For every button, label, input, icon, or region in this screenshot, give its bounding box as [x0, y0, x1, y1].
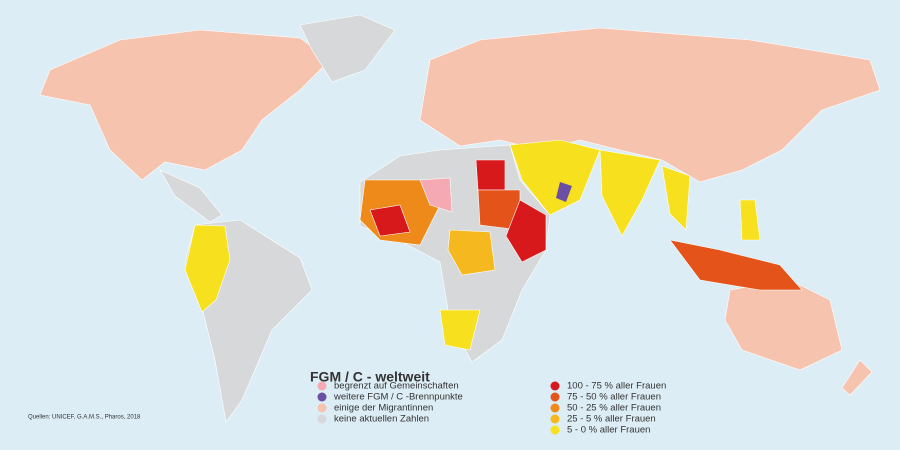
landmasses	[39, 14, 881, 423]
india	[599, 149, 661, 237]
north-america	[39, 29, 331, 181]
source: Quellen: UNICEF, G.A.M.S., Pharos, 2018	[28, 415, 141, 421]
legend-label: 50 - 25 % aller Frauen	[567, 403, 661, 414]
legend-label: keine aktuellen Zahlen	[334, 414, 429, 425]
legend-label: 25 - 5 % aller Frauen	[567, 414, 656, 425]
legend-label: 75 - 50 % aller Frauen	[567, 392, 661, 403]
legend-swatch	[317, 392, 327, 402]
southern-africa	[439, 309, 481, 351]
legend-label: einige der Migrantinnen	[334, 403, 433, 414]
southeast-asia	[661, 165, 691, 231]
niger	[419, 177, 453, 213]
legend-swatch	[550, 381, 560, 391]
indonesia	[669, 239, 803, 291]
legend-label: begrenzt auf Gemeinschaften	[334, 381, 459, 392]
legend-swatch	[317, 414, 327, 424]
oman	[556, 182, 572, 202]
legend-title: FGM / C - weltweit	[310, 369, 430, 385]
horn-of-africa	[505, 199, 547, 263]
legend-label: weitere FGM / C -Brennpunkte	[333, 392, 463, 403]
central-africa	[447, 229, 496, 276]
egypt	[475, 159, 506, 191]
andean-countries	[184, 224, 231, 313]
middle-east	[509, 139, 601, 216]
legend-label: 5 - 0 % aller Frauen	[567, 425, 650, 436]
legend-swatch	[317, 403, 327, 413]
legend-swatch	[317, 381, 327, 391]
philippines	[739, 199, 761, 241]
legend-swatch	[550, 414, 560, 424]
new-zealand	[841, 359, 873, 396]
greenland	[299, 14, 396, 83]
legend-swatch	[550, 392, 560, 402]
legend-label: 100 - 75 % aller Frauen	[567, 381, 666, 392]
legend-swatch	[550, 425, 560, 435]
central-america	[159, 169, 223, 223]
australia	[724, 279, 843, 371]
west-africa-coast	[369, 204, 411, 237]
legend-swatch	[550, 403, 560, 413]
